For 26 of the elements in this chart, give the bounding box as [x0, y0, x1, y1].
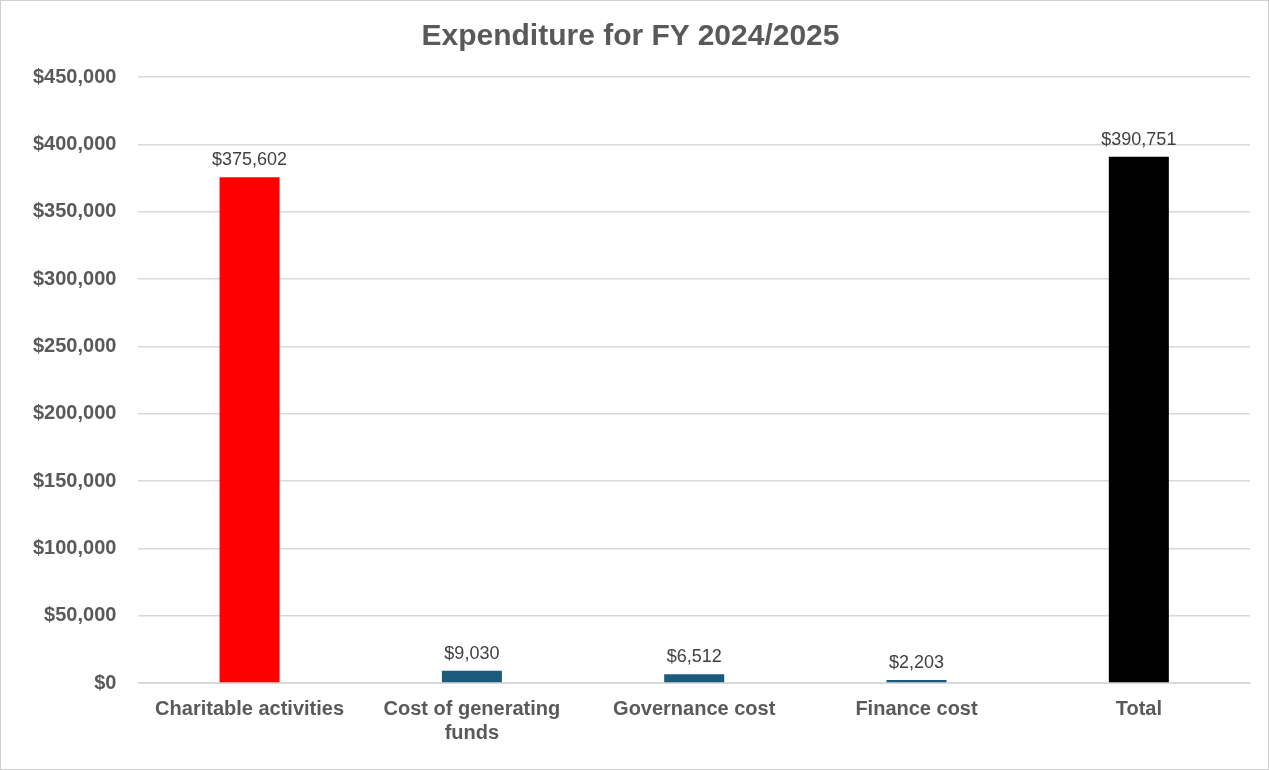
data-label: $6,512 [666, 646, 722, 667]
y-tick-label: $0 [94, 670, 117, 693]
y-tick-label: $150,000 [33, 468, 117, 491]
y-tick-label: $200,000 [33, 401, 117, 424]
y-tick-label: $450,000 [33, 64, 117, 87]
y-tick-label: $250,000 [33, 333, 117, 356]
y-tick-label: $100,000 [33, 535, 117, 558]
data-label: $9,030 [444, 642, 500, 663]
bar [1108, 156, 1169, 683]
bar [441, 670, 502, 683]
bar [886, 680, 947, 683]
x-tick-label: Cost of generating funds [383, 696, 561, 743]
y-tick-label: $50,000 [44, 603, 117, 626]
y-tick-label: $400,000 [33, 131, 117, 154]
x-tick-label: Finance cost [855, 696, 978, 719]
x-tick-label: Governance cost [613, 696, 776, 719]
data-label: $390,751 [1101, 128, 1177, 149]
x-tick-label: Charitable activities [155, 696, 345, 719]
bar [664, 674, 725, 683]
chart-title: Expenditure for FY 2024/2025 [421, 18, 840, 52]
bar [219, 177, 280, 683]
data-label: $375,602 [212, 149, 288, 170]
y-tick-label: $350,000 [33, 199, 117, 222]
x-tick-label: Total [1115, 696, 1162, 719]
data-label: $2,203 [888, 652, 945, 672]
y-tick-label: $300,000 [33, 266, 117, 289]
